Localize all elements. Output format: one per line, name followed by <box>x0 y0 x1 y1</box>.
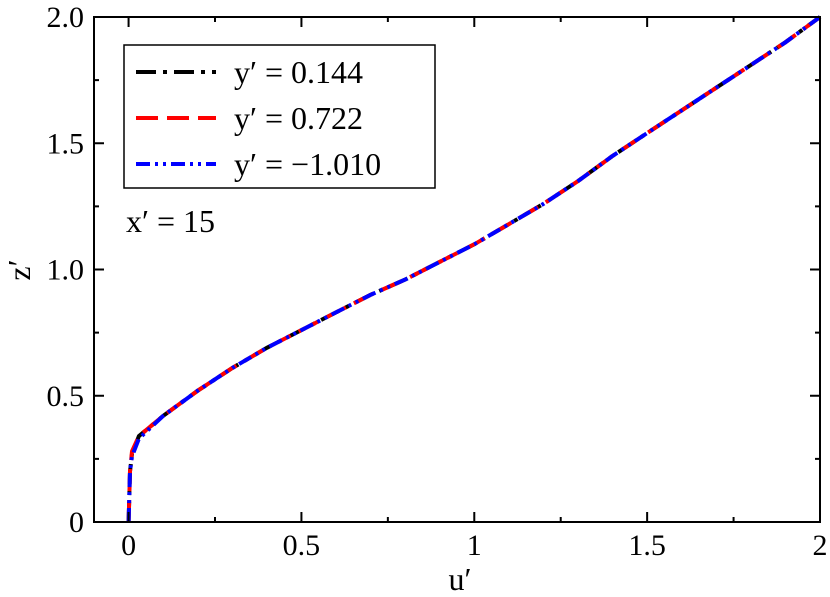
series-line-2 <box>126 15 822 523</box>
y-tick-label-4: 2.0 <box>47 1 85 34</box>
y-tick-label-1: 0.5 <box>47 380 85 413</box>
annotation-x-position: x′ = 15 <box>126 203 215 239</box>
legend-label-2: y′ = −1.010 <box>234 146 381 182</box>
x-tick-label-4: 2 <box>813 529 828 562</box>
series-layer <box>126 15 822 523</box>
x-axis-label: u′ <box>449 561 472 597</box>
y-tick-label-0: 0 <box>69 506 84 539</box>
ticks-layer: 0 0.5 1 1.5 2 0 0.5 1.0 1.5 2.0 <box>47 1 828 562</box>
x-tick-label-0: 0 <box>121 529 136 562</box>
y-tick-label-2: 1.0 <box>47 254 85 287</box>
x-tick-label-3: 1.5 <box>628 529 666 562</box>
x-tick-label-2: 1 <box>467 529 482 562</box>
y-tick-label-3: 1.5 <box>47 127 85 160</box>
legend-label-1: y′ = 0.722 <box>234 100 363 136</box>
legend-label-0: y′ = 0.144 <box>234 54 363 90</box>
y-axis-label: z′ <box>1 259 37 280</box>
x-tick-label-1: 0.5 <box>283 529 321 562</box>
legend: y′ = 0.144 y′ = 0.722 y′ = −1.010 <box>123 44 436 189</box>
